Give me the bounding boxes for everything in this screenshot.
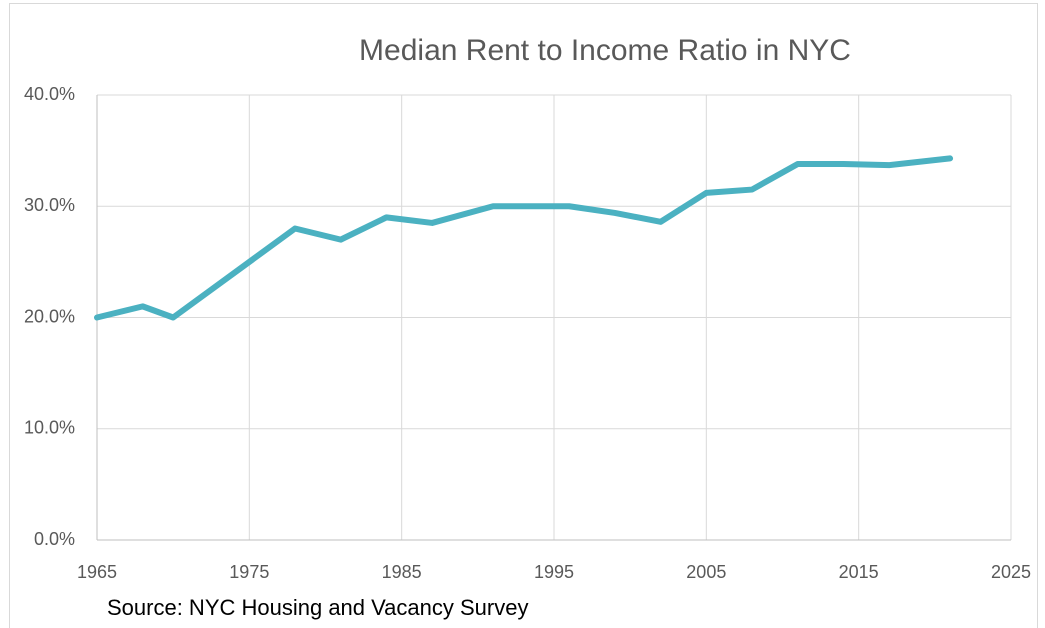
y-tick-label: 20.0% bbox=[24, 306, 75, 326]
y-tick-label: 10.0% bbox=[24, 418, 75, 438]
x-tick-label: 2005 bbox=[686, 562, 726, 582]
data-line bbox=[94, 155, 954, 321]
x-tick-label: 1995 bbox=[534, 562, 574, 582]
source-note: Source: NYC Housing and Vacancy Survey bbox=[107, 595, 528, 620]
x-tick-label: 1985 bbox=[382, 562, 422, 582]
y-tick-label: 30.0% bbox=[24, 195, 75, 215]
chart-frame bbox=[9, 3, 1038, 628]
x-tick-label: 1965 bbox=[77, 562, 117, 582]
x-tick-label: 2015 bbox=[839, 562, 879, 582]
x-tick-label: 2025 bbox=[991, 562, 1031, 582]
chart-title: Median Rent to Income Ratio in NYC bbox=[359, 34, 851, 67]
y-tick-label: 40.0% bbox=[24, 84, 75, 104]
x-tick-label: 1975 bbox=[229, 562, 269, 582]
y-tick-label: 0.0% bbox=[34, 529, 75, 549]
